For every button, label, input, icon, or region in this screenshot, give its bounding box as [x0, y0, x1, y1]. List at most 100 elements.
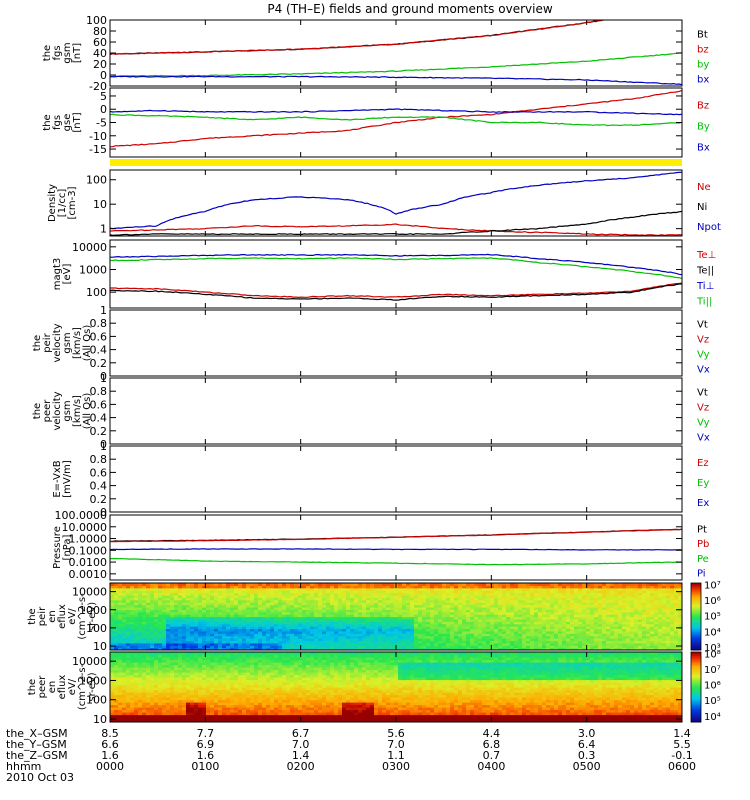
spectrogram-cell: [530, 640, 535, 644]
spectrogram-cell: [410, 616, 415, 620]
spectrogram-cell: [358, 628, 363, 632]
spectrogram-cell: [434, 583, 439, 586]
spectrogram-cell: [426, 606, 431, 610]
spectrogram-cell: [142, 704, 147, 708]
spectrogram-cell: [150, 638, 155, 642]
spectrogram-cell: [222, 645, 227, 649]
spectrogram-cell: [514, 628, 519, 632]
spectrogram-cell: [138, 709, 143, 713]
spectrogram-cell: [326, 590, 331, 594]
spectrogram-cell: [194, 628, 199, 632]
spectrogram-cell: [274, 630, 279, 634]
spectrogram-cell: [618, 642, 623, 646]
spectrogram-cell: [594, 602, 599, 606]
spectrogram-cell: [542, 628, 547, 632]
spectrogram-cell: [610, 609, 615, 613]
spectrogram-cell: [246, 597, 251, 601]
spectrogram-cell: [314, 609, 319, 613]
spectrogram-cell: [186, 609, 191, 613]
spectrogram-cell: [622, 616, 627, 620]
colorbar-cell: [691, 593, 701, 596]
spectrogram-cell: [246, 618, 251, 622]
spectrogram-cell: [314, 604, 319, 608]
spectrogram-cell: [410, 645, 415, 649]
spectrogram-cell: [490, 585, 495, 589]
spectrogram-cell: [222, 628, 227, 632]
spectrogram-cell: [478, 594, 483, 598]
spectrogram-cell: [146, 684, 151, 688]
spectrogram-cell: [418, 594, 423, 598]
spectrogram-cell: [458, 628, 463, 632]
spectrogram-cell: [286, 606, 291, 610]
spectrogram-cell: [154, 609, 159, 613]
spectrogram-cell: [110, 611, 115, 615]
spectrogram-cell: [162, 633, 167, 637]
spectrogram-cell: [174, 687, 179, 691]
spectrogram-cell: [238, 645, 243, 649]
spectrogram-cell: [330, 628, 335, 632]
spectrogram-cell: [454, 597, 459, 601]
spectrogram-cell: [306, 592, 311, 596]
spectrogram-cell: [290, 597, 295, 601]
spectrogram-cell: [602, 621, 607, 625]
spectrogram-cell: [278, 640, 283, 644]
spectrogram-cell: [170, 592, 175, 596]
spectrogram-cell: [306, 583, 311, 586]
spectrogram-cell: [350, 599, 355, 603]
spectrogram-cell: [178, 587, 183, 591]
spectrogram-cell: [190, 606, 195, 610]
spectrogram-cell: [278, 628, 283, 632]
spectrogram-cell: [158, 609, 163, 613]
spectrogram-cell: [262, 618, 267, 622]
spectrogram-cell: [262, 611, 267, 615]
spectrogram-cell: [218, 602, 223, 606]
spectrogram-cell: [618, 630, 623, 634]
spectrogram-cell: [170, 694, 175, 698]
spectrogram-cell: [170, 594, 175, 598]
spectrogram-cell: [278, 621, 283, 625]
spectrogram-cell: [270, 594, 275, 598]
spectrogram-cell: [342, 583, 347, 586]
spectrogram-cell: [238, 616, 243, 620]
spectrogram-cell: [386, 585, 391, 589]
spectrogram-cell: [214, 592, 219, 596]
spectrogram-cell: [454, 609, 459, 613]
spectrogram-cell: [522, 604, 527, 608]
spectrogram-cell: [122, 684, 127, 688]
y-tick-label: 0.8: [90, 453, 108, 466]
spectrogram-cell: [642, 635, 647, 639]
spectrogram-cell: [154, 702, 159, 706]
spectrogram-cell: [142, 699, 147, 703]
spectrogram-cell: [606, 628, 611, 632]
spectrogram-cell: [530, 616, 535, 620]
spectrogram-cell: [622, 602, 627, 606]
spectrogram-cell: [278, 642, 283, 646]
spectrogram-cell: [302, 630, 307, 634]
spectrogram-cell: [586, 638, 591, 642]
spectrogram-cell: [174, 621, 179, 625]
spectrogram-cell: [178, 652, 183, 656]
spectrogram-cell: [498, 623, 503, 627]
spectrogram-cell: [274, 587, 279, 591]
spectrogram-cell: [518, 638, 523, 642]
spectrogram-cell: [214, 647, 219, 650]
spectrogram-cell: [182, 657, 187, 661]
spectrogram-cell: [546, 635, 551, 639]
spectrogram-cell: [606, 609, 611, 613]
spectrogram-cell: [214, 614, 219, 618]
spectrogram-cell: [278, 597, 283, 601]
spectrogram-cell: [138, 704, 143, 708]
spectrogram-cell: [142, 719, 147, 722]
spectrogram-cell: [678, 635, 682, 639]
spectrogram-cell: [134, 626, 139, 630]
spectrogram-cell: [354, 626, 359, 630]
spectrogram-cell: [246, 642, 251, 646]
spectrogram-cell: [346, 621, 351, 625]
spectrogram-cell: [354, 609, 359, 613]
spectrogram-cell: [366, 587, 371, 591]
spectrogram-cell: [198, 647, 203, 650]
spectrogram-cell: [386, 583, 391, 586]
y-tick-label: 0: [100, 69, 107, 82]
spectrogram-cell: [238, 599, 243, 603]
spectrogram-cell: [414, 599, 419, 603]
